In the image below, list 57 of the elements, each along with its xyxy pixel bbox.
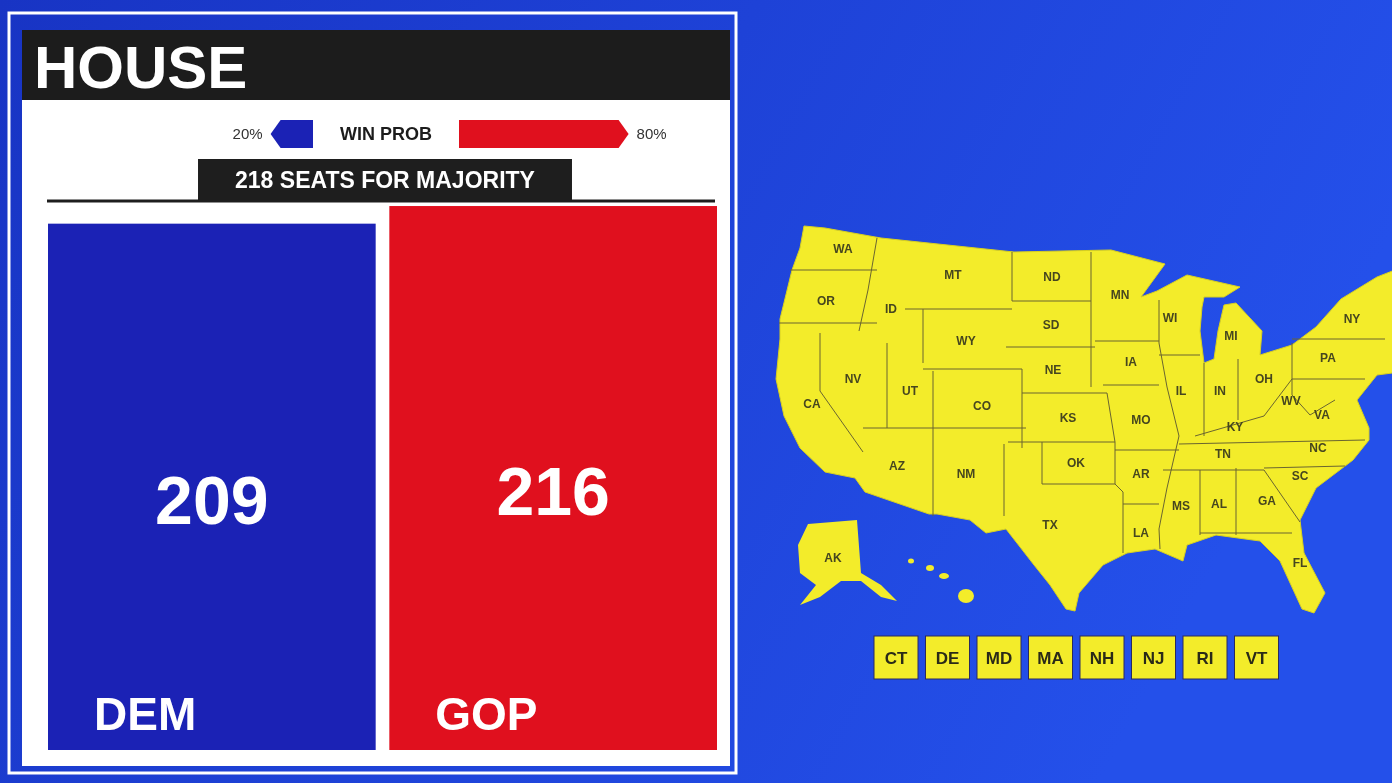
category-label: IN — [1214, 384, 1226, 398]
category-label: WI — [1162, 311, 1178, 325]
category-label: ND — [1043, 270, 1061, 284]
category-label: MN — [1110, 288, 1130, 302]
category-label: AK — [824, 551, 842, 565]
category-label: OR — [817, 294, 836, 308]
x-tick-label: DEM — [94, 688, 197, 740]
data-label: 80% — [636, 125, 667, 142]
x-tick-label: GOP — [435, 688, 538, 740]
category-label: NV — [844, 372, 862, 386]
category-label: SD — [1042, 318, 1060, 332]
category-label: OK — [1067, 456, 1086, 470]
category-label: OH — [1255, 372, 1273, 386]
category-label: DE — [935, 649, 960, 668]
category-label: NH — [1089, 649, 1115, 668]
category-label: KS — [1059, 411, 1077, 425]
category-label: CO — [973, 399, 991, 413]
category-label: RI — [1196, 649, 1214, 668]
category-label: CA — [803, 397, 821, 411]
category-label: PA — [1320, 351, 1337, 365]
category-label: TX — [1042, 518, 1058, 532]
category-label: SC — [1291, 469, 1309, 483]
category-label: AL — [1211, 497, 1227, 511]
category-label: NY — [1343, 312, 1361, 326]
category-label: VA — [1314, 408, 1331, 422]
category-label: WV — [1281, 394, 1301, 408]
ref-line-label: 218 SEATS FOR MAJORITY — [235, 167, 535, 193]
category-label: NJ — [1142, 649, 1165, 668]
category-label: MI — [1224, 329, 1238, 343]
category-label: IA — [1125, 355, 1138, 369]
category-label: KY — [1226, 420, 1244, 434]
category-label: AZ — [889, 459, 905, 473]
category-label: MT — [944, 268, 963, 282]
category-label: MA — [1037, 649, 1064, 668]
category-label: WA — [833, 242, 853, 256]
category-label: MS — [1172, 499, 1190, 513]
data-label: 209 — [155, 461, 269, 538]
data-label: 216 — [496, 453, 610, 530]
category-label: NE — [1044, 363, 1062, 377]
category-label: AR — [1132, 467, 1150, 481]
category-label: WY — [956, 334, 976, 348]
category-label: CT — [884, 649, 908, 668]
category-label: TN — [1215, 447, 1231, 461]
category-label: MO — [1131, 413, 1151, 427]
category-label: MD — [985, 649, 1013, 668]
category-label: IL — [1175, 384, 1187, 398]
category-label: GA — [1258, 494, 1277, 508]
category-label: VT — [1245, 649, 1268, 668]
y-tick-label: WIN PROB — [340, 124, 432, 144]
data-label: 20% — [232, 125, 263, 142]
category-label: UT — [902, 384, 919, 398]
category-label: ID — [885, 302, 898, 316]
category-label: FL — [1292, 556, 1308, 570]
category-label: NM — [956, 467, 976, 481]
chart-title: HOUSE — [34, 34, 248, 101]
category-label: LA — [1133, 526, 1150, 540]
category-label: NC — [1309, 441, 1327, 455]
